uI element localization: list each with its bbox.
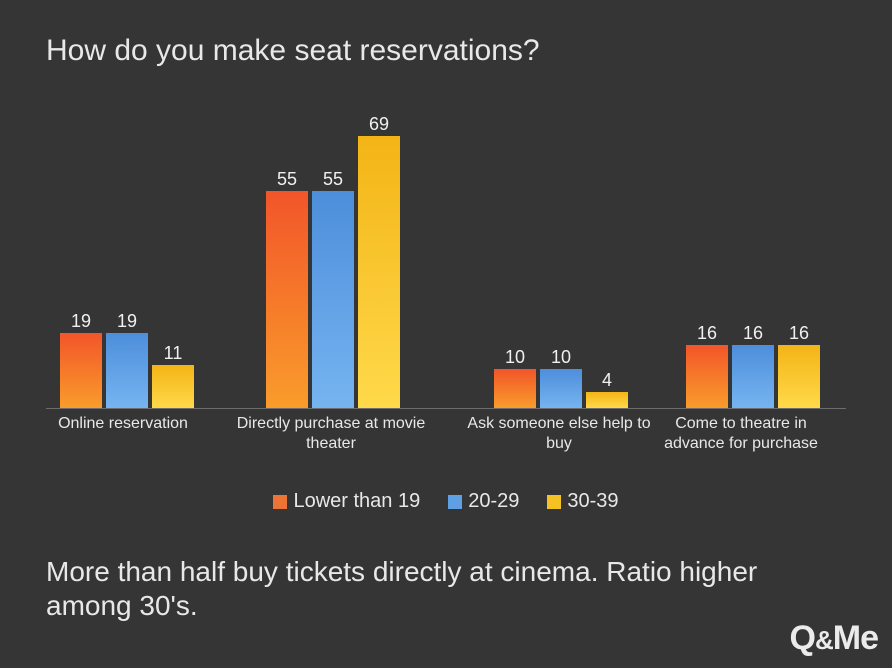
legend-item: Lower than 19 [273, 490, 420, 513]
bar-value-label: 19 [60, 311, 102, 332]
legend-label: Lower than 19 [293, 490, 420, 513]
bar: 4 [586, 392, 628, 408]
bar: 16 [778, 345, 820, 408]
bar-value-label: 69 [358, 114, 400, 135]
bars-row: 555569 [266, 112, 400, 408]
bar: 10 [494, 369, 536, 408]
legend: Lower than 19 20-29 30-39 [0, 490, 892, 513]
bar-value-label: 10 [540, 347, 582, 368]
bar-value-label: 16 [686, 323, 728, 344]
legend-item: 20-29 [448, 490, 519, 513]
legend-swatch [448, 495, 462, 509]
bars-row: 161616 [686, 112, 820, 408]
bars-row: 10104 [494, 112, 628, 408]
legend-label: 30-39 [567, 490, 618, 513]
legend-swatch [547, 495, 561, 509]
bar: 16 [732, 345, 774, 408]
footer-text: More than half buy tickets directly at c… [46, 555, 846, 622]
category-label: Online reservation [28, 414, 218, 434]
chart-baseline [46, 408, 846, 409]
bar: 69 [358, 136, 400, 408]
bar: 55 [312, 191, 354, 408]
page-title: How do you make seat reservations? [46, 34, 540, 68]
bars-row: 191911 [60, 112, 194, 408]
bar: 10 [540, 369, 582, 408]
bar: 11 [152, 365, 194, 408]
bar-value-label: 11 [152, 343, 194, 364]
logo-part1: Q [790, 619, 815, 657]
bar: 55 [266, 191, 308, 408]
logo-part2: Me [833, 619, 878, 657]
legend-label: 20-29 [468, 490, 519, 513]
bar-value-label: 16 [732, 323, 774, 344]
bar: 16 [686, 345, 728, 408]
bar-chart: 191911Online reservation555569Directly p… [46, 112, 846, 472]
category-label: Come to theatre in advance for purchase [646, 414, 836, 454]
bar-value-label: 55 [312, 169, 354, 190]
bar-value-label: 55 [266, 169, 308, 190]
bar-value-label: 19 [106, 311, 148, 332]
legend-item: 30-39 [547, 490, 618, 513]
bar: 19 [60, 333, 102, 408]
bar-value-label: 10 [494, 347, 536, 368]
category-label: Directly purchase at movie theater [236, 414, 426, 454]
bar: 19 [106, 333, 148, 408]
category-label: Ask someone else help to buy [464, 414, 654, 454]
bar-value-label: 4 [586, 370, 628, 391]
legend-swatch [273, 495, 287, 509]
bar-value-label: 16 [778, 323, 820, 344]
logo-amp: & [815, 625, 833, 655]
brand-logo: Q&Me [790, 619, 878, 658]
